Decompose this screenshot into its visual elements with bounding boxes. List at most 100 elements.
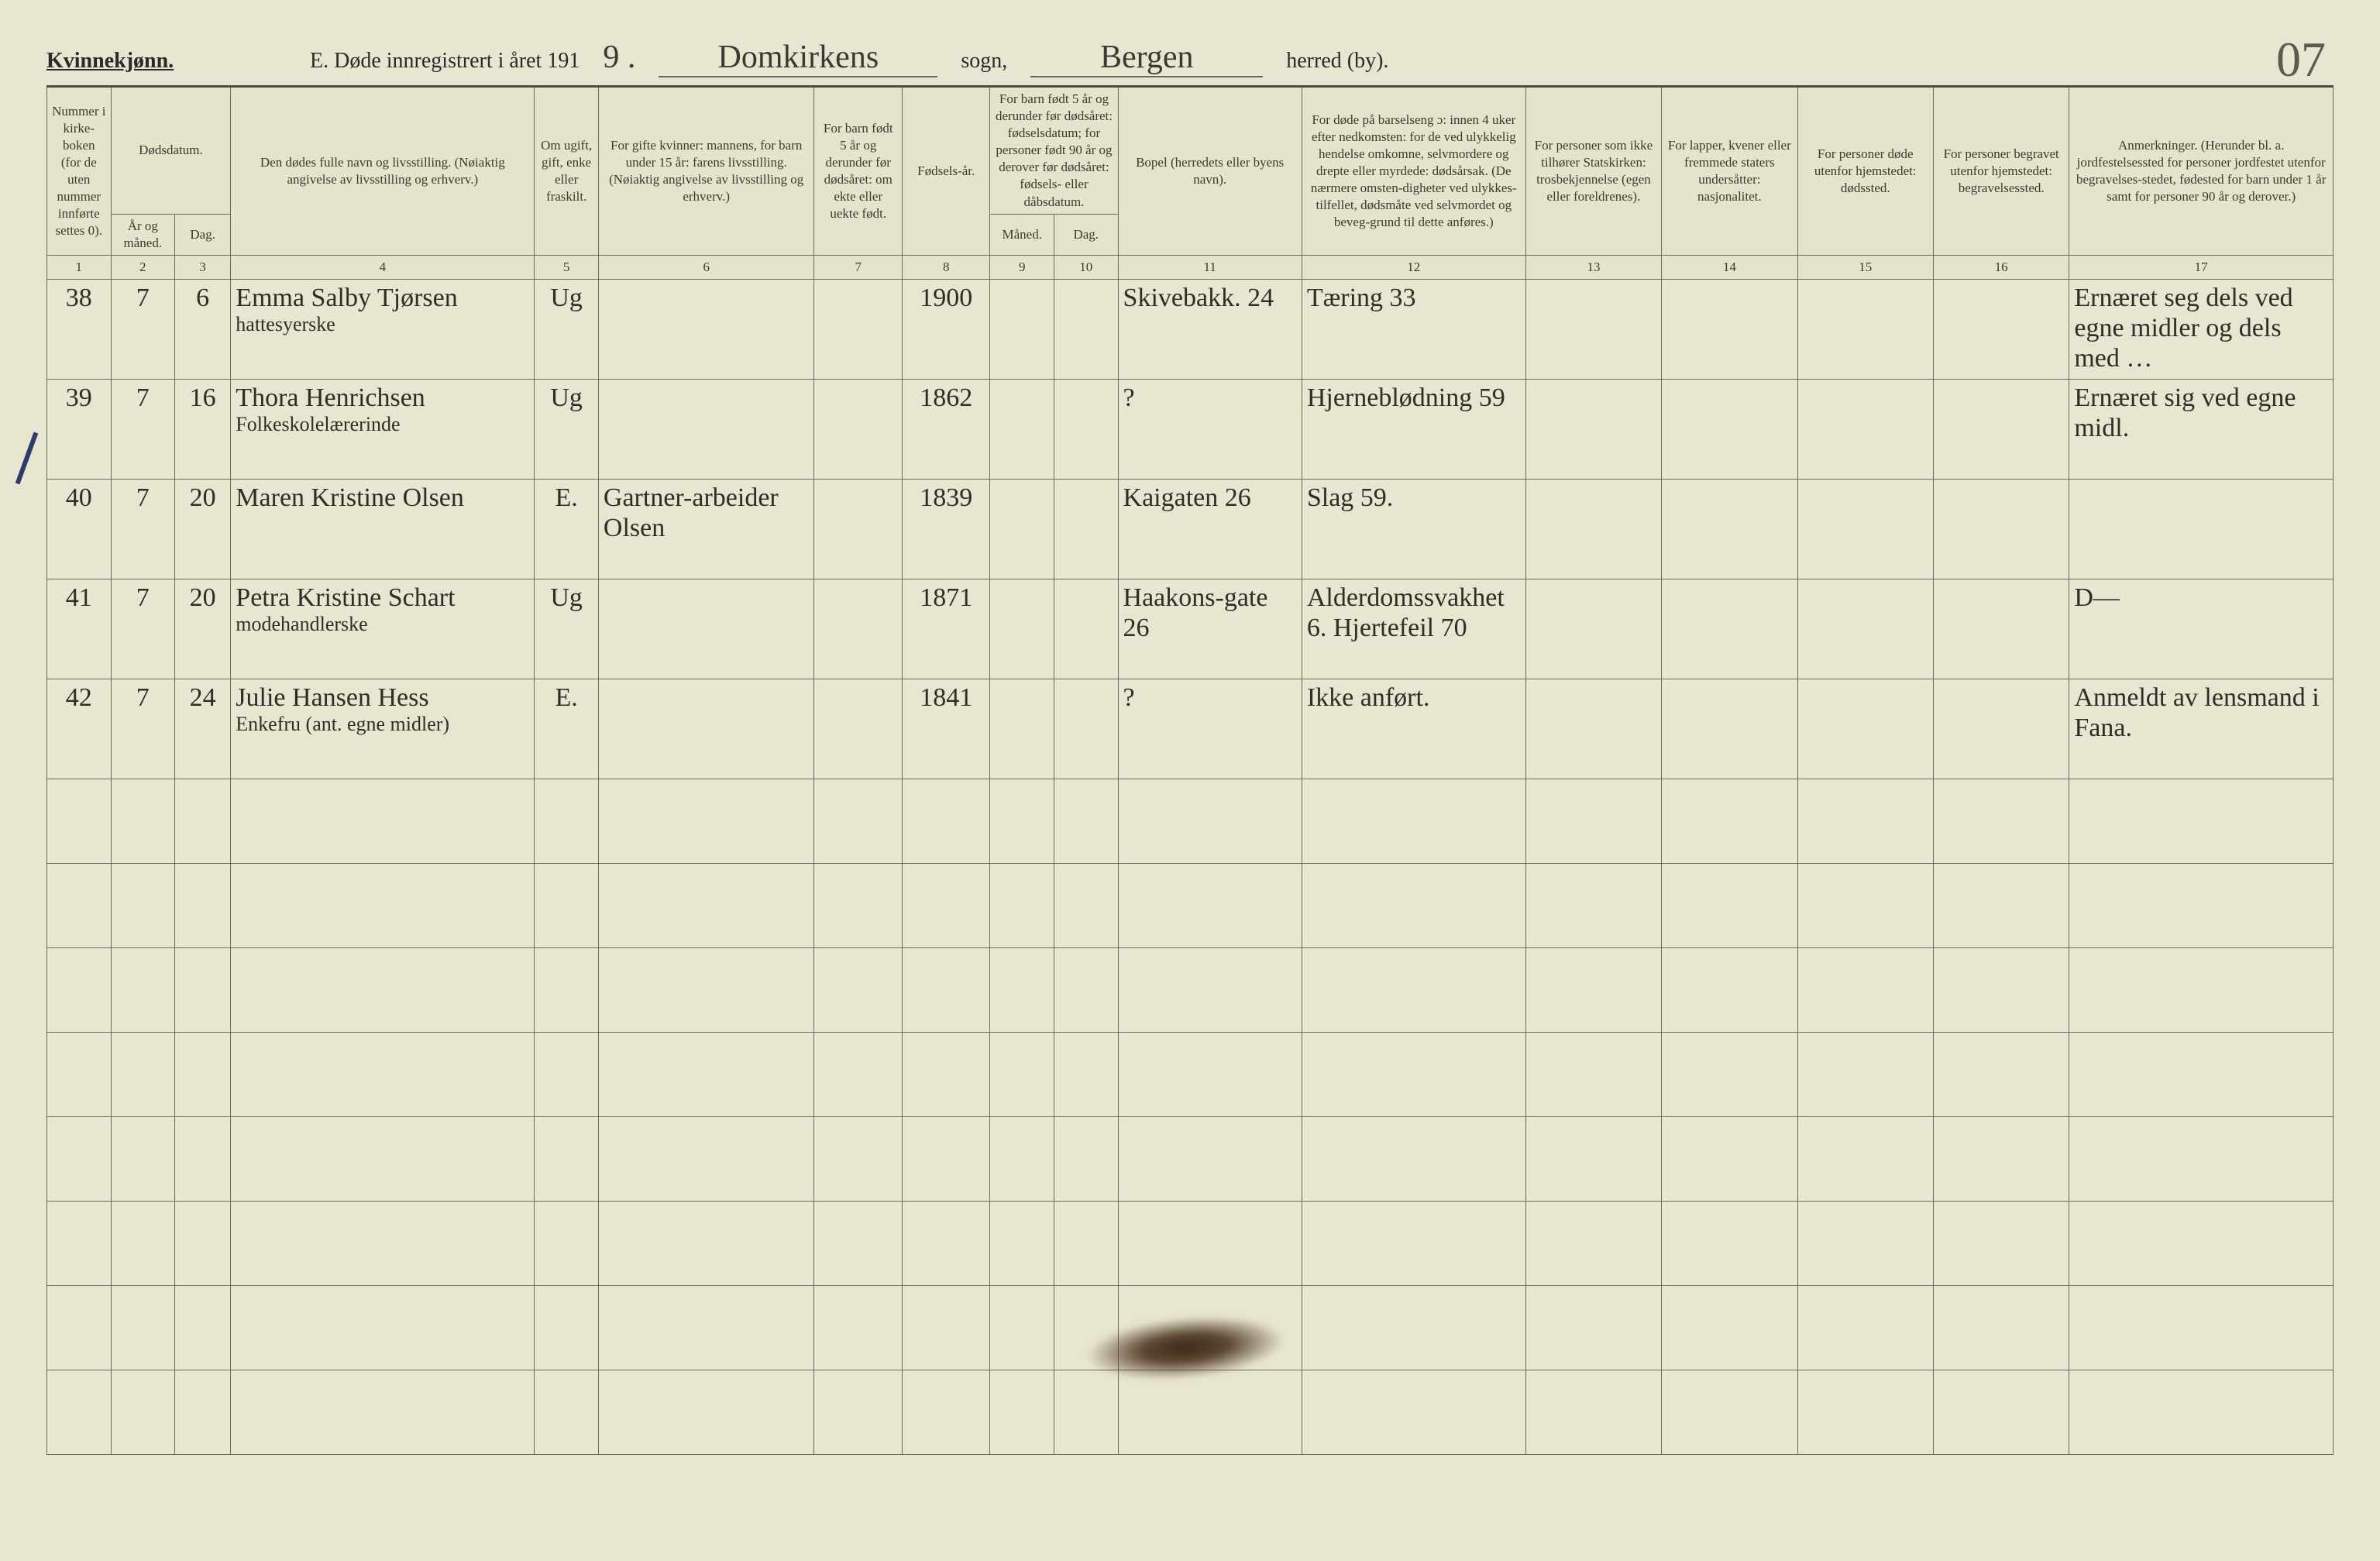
cell: 7: [111, 379, 175, 479]
cell: [1525, 379, 1661, 479]
cell-empty: [1054, 1116, 1118, 1201]
cell-empty: [1662, 1116, 1797, 1201]
table-row-empty: [47, 863, 2334, 947]
cell-empty: [231, 863, 535, 947]
cell: [1933, 279, 2069, 379]
cell-empty: [175, 1032, 231, 1116]
cell-empty: [598, 947, 814, 1032]
cell: [1933, 379, 2069, 479]
cell-empty: [1933, 863, 2069, 947]
cell-empty: [902, 1116, 989, 1201]
cell-empty: [902, 1370, 989, 1454]
cell-empty: [47, 863, 112, 947]
cell-empty: [598, 863, 814, 947]
table-row-empty: [47, 779, 2334, 863]
cell-empty: [1054, 947, 1118, 1032]
cell: E.: [535, 479, 599, 579]
header-row: Kvinnekjønn. E. Døde innregistrert i åre…: [46, 39, 2334, 77]
cell-empty: [902, 779, 989, 863]
cell: 41: [47, 579, 112, 679]
cell-empty: [111, 863, 175, 947]
cell-empty: [1933, 1285, 2069, 1370]
col-subheader: Dag.: [1054, 214, 1118, 255]
cell-empty: [2069, 1032, 2334, 1116]
title-prefix: E. Døde innregistrert i året 191: [310, 49, 580, 74]
table-row-empty: [47, 1116, 2334, 1201]
cell-empty: [2069, 863, 2334, 947]
cell-empty: [598, 1285, 814, 1370]
cell: [990, 379, 1054, 479]
cell: [1933, 679, 2069, 779]
cell-empty: [1302, 779, 1525, 863]
ledger-table: Nummer i kirke-boken (for de uten nummer…: [46, 85, 2334, 1455]
cell-empty: [1525, 1285, 1661, 1370]
col-header: For gifte kvinner: mannens, for barn und…: [598, 87, 814, 256]
table-row-empty: [47, 1032, 2334, 1116]
cell: [1054, 379, 1118, 479]
cell-empty: [1662, 1370, 1797, 1454]
cell-empty: [535, 1201, 599, 1285]
cell-empty: [175, 1370, 231, 1454]
col-num: 17: [2069, 255, 2334, 279]
col-num: 5: [535, 255, 599, 279]
cell-empty: [1118, 1116, 1302, 1201]
cell: Ug: [535, 579, 599, 679]
cell: [598, 379, 814, 479]
herred-value: Bergen: [1030, 39, 1263, 77]
cell: [1525, 579, 1661, 679]
cell: Anmeldt av lensmand i Fana.: [2069, 679, 2334, 779]
cell-empty: [2069, 947, 2334, 1032]
col-num: 14: [1662, 255, 1797, 279]
cell-empty: [1797, 1116, 1933, 1201]
cell: [814, 679, 902, 779]
cell: [598, 579, 814, 679]
cell: [814, 479, 902, 579]
cell-empty: [1662, 779, 1797, 863]
cell: [1933, 479, 2069, 579]
cell: [2069, 479, 2334, 579]
cell-empty: [990, 947, 1054, 1032]
cell: ?: [1118, 379, 1302, 479]
cell-empty: [47, 1285, 112, 1370]
cell: Thora HenrichsenFolkeskolelærerinde: [231, 379, 535, 479]
cell-empty: [598, 1370, 814, 1454]
sogn-label: sogn,: [961, 49, 1007, 74]
cell-empty: [535, 863, 599, 947]
cell-empty: [47, 1116, 112, 1201]
cell: [1662, 379, 1797, 479]
cell-empty: [47, 947, 112, 1032]
cell: [1662, 679, 1797, 779]
cell-empty: [1662, 1285, 1797, 1370]
col-num: 16: [1933, 255, 2069, 279]
cell-empty: [902, 1285, 989, 1370]
cell: [1797, 479, 1933, 579]
cell-empty: [1118, 947, 1302, 1032]
cell-empty: [814, 1032, 902, 1116]
col-header: Den dødes fulle navn og livsstilling. (N…: [231, 87, 535, 256]
cell: 20: [175, 579, 231, 679]
cell-empty: [1118, 779, 1302, 863]
cell: [1525, 679, 1661, 779]
cell-empty: [535, 947, 599, 1032]
cell-empty: [814, 1370, 902, 1454]
cell-empty: [990, 1285, 1054, 1370]
cell-empty: [175, 947, 231, 1032]
col-header: For personer som ikke tilhører Statskirk…: [1525, 87, 1661, 256]
cell-empty: [1054, 1370, 1118, 1454]
col-num: 11: [1118, 255, 1302, 279]
cell: Ug: [535, 379, 599, 479]
cell-empty: [990, 863, 1054, 947]
cell: Tæring 33: [1302, 279, 1525, 379]
cell-empty: [111, 779, 175, 863]
cell-empty: [1933, 1032, 2069, 1116]
cell-empty: [990, 1201, 1054, 1285]
cell: [1662, 279, 1797, 379]
cell-empty: [598, 1201, 814, 1285]
cell: 38: [47, 279, 112, 379]
cell: Ug: [535, 279, 599, 379]
cell-empty: [535, 1370, 599, 1454]
cell: [598, 279, 814, 379]
cell-empty: [231, 1370, 535, 1454]
cell: 7: [111, 579, 175, 679]
cell-empty: [1525, 779, 1661, 863]
